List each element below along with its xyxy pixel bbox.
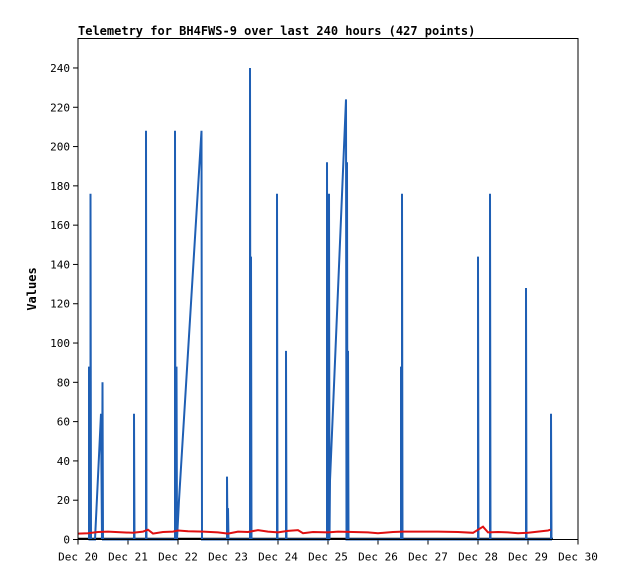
y-tick-label: 180: [50, 180, 70, 193]
y-tick-label: 200: [50, 141, 70, 154]
y-tick-label: 120: [50, 298, 70, 311]
x-tick-label: Dec 29: [508, 551, 548, 564]
x-tick-label: Dec 22: [158, 551, 198, 564]
series-line-1: [77, 525, 551, 535]
x-tick-label: Dec 20: [58, 551, 98, 564]
x-tick-label: Dec 30: [558, 551, 598, 564]
x-tick-label: Dec 24: [258, 551, 298, 564]
y-tick-label: 220: [50, 101, 70, 114]
x-tick-label: Dec 25: [308, 551, 348, 564]
x-tick-label: Dec 26: [358, 551, 398, 564]
y-tick-label: 140: [50, 258, 70, 271]
x-axis: Dec 20 Dec 21 Dec 22 Dec 23 Dec 24 Dec 25 Dec …: [58, 539, 598, 564]
y-tick-label: 160: [50, 219, 70, 232]
y-tick-label: 80: [57, 376, 70, 389]
series-line-0: [88, 67, 553, 541]
y-axis: 0 20 40 60 80 100 120 140 160 180 200 220 240: [50, 62, 78, 547]
y-tick-label: 60: [57, 416, 70, 429]
series-layer: [77, 67, 553, 541]
x-tick-label: Dec 27: [408, 551, 448, 564]
y-tick-label: 100: [50, 337, 70, 350]
y-tick-label: 240: [50, 62, 70, 75]
y-tick-label: 40: [57, 455, 70, 468]
x-tick-label: Dec 28: [458, 551, 498, 564]
y-tick-label: 20: [57, 494, 70, 507]
plot-frame: [77, 38, 579, 540]
x-tick-label: Dec 23: [208, 551, 248, 564]
y-tick-label: 0: [63, 534, 70, 547]
chart-title: Telemetry for BH4FWS-9 over last 240 hou…: [78, 24, 475, 38]
y-axis-label: Values: [25, 267, 39, 310]
x-tick-label: Dec 21: [108, 551, 148, 564]
